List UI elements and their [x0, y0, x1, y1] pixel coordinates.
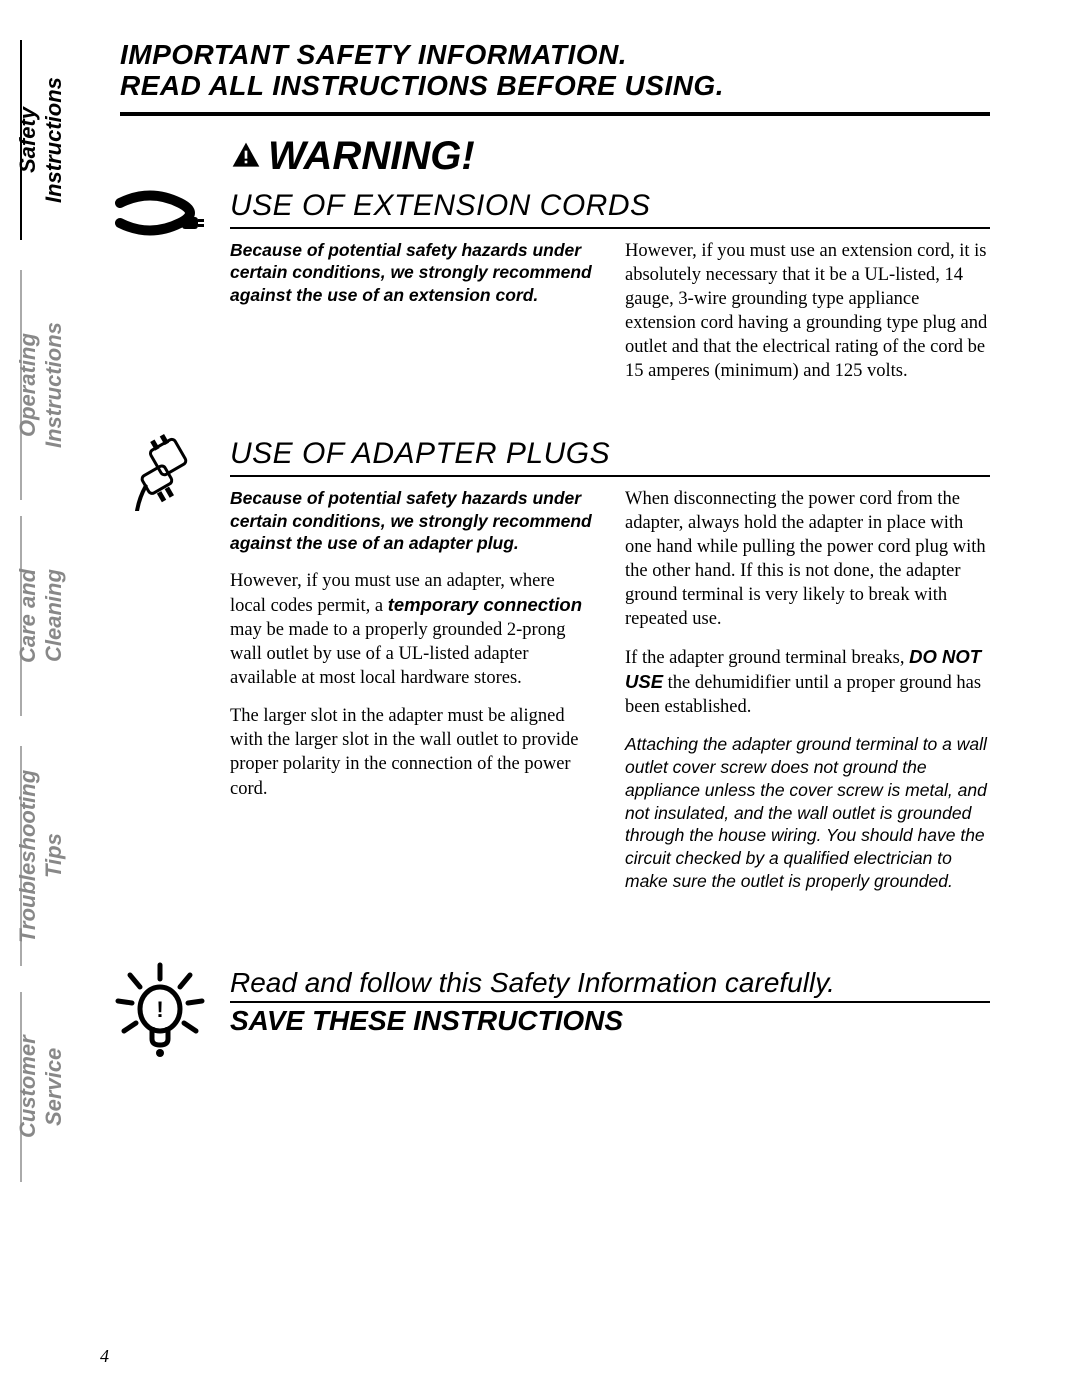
section-title: USE OF ADAPTER PLUGS [230, 437, 990, 477]
section-title: USE OF EXTENSION CORDS [230, 189, 990, 229]
footnote: Attaching the adapter ground terminal to… [625, 733, 990, 892]
page-header: IMPORTANT SAFETY INFORMATION. READ ALL I… [120, 40, 990, 102]
tab-troubleshooting-tips[interactable]: Troubleshooting Tips [20, 746, 60, 966]
header-line-2: READ ALL INSTRUCTIONS BEFORE USING. [120, 71, 990, 102]
header-rule [120, 112, 990, 116]
column-right: When disconnecting the power cord from t… [625, 487, 990, 907]
side-tabs: Safety Instructions Operating Instructio… [20, 40, 78, 1200]
header-line-1: IMPORTANT SAFETY INFORMATION. [120, 40, 990, 71]
tab-label: Safety Instructions [15, 48, 67, 232]
manual-page: Safety Instructions Operating Instructio… [0, 0, 1080, 1397]
tab-customer-service[interactable]: Customer Service [20, 992, 60, 1182]
plug-icon [110, 431, 210, 516]
intro-note: Because of potential safety hazards unde… [230, 239, 595, 307]
column-right: However, if you must use an extension co… [625, 239, 990, 397]
intro-note: Because of potential safety hazards unde… [230, 487, 595, 555]
lightbulb-icon: ! [110, 961, 210, 1066]
closing-line-1: Read and follow this Safety Information … [230, 967, 990, 1003]
body-paragraph: When disconnecting the power cord from t… [625, 487, 990, 631]
tab-label: Troubleshooting Tips [15, 754, 67, 958]
tab-safety-instructions[interactable]: Safety Instructions [20, 40, 60, 240]
column-left: Because of potential safety hazards unde… [230, 239, 595, 397]
column-left: Because of potential safety hazards unde… [230, 487, 595, 907]
body-paragraph: However, if you must use an adapter, whe… [230, 569, 595, 690]
tab-label: Care and Cleaning [15, 524, 67, 708]
warning-heading: WARNING! [230, 134, 990, 179]
svg-text:!: ! [156, 997, 163, 1022]
section-extension-cords: USE OF EXTENSION CORDS Because of potent… [120, 189, 990, 397]
tab-label: Customer Service [15, 1000, 67, 1174]
cord-icon [110, 183, 210, 258]
warning-label: WARNING! [268, 134, 475, 179]
page-content: IMPORTANT SAFETY INFORMATION. READ ALL I… [120, 40, 990, 1037]
page-number: 4 [100, 1346, 109, 1367]
tab-label: Operating Instructions [15, 278, 67, 492]
tab-care-and-cleaning[interactable]: Care and Cleaning [20, 516, 60, 716]
emphasis: temporary connection [388, 594, 582, 615]
tab-operating-instructions[interactable]: Operating Instructions [20, 270, 60, 500]
closing-line-2: SAVE THESE INSTRUCTIONS [230, 1005, 990, 1037]
alert-triangle-icon [230, 140, 262, 172]
body-paragraph: If the adapter ground terminal breaks, D… [625, 645, 990, 719]
section-closing: ! Read and follow this Safety Informatio… [120, 967, 990, 1037]
section-adapter-plugs: USE OF ADAPTER PLUGS Because of potentia… [120, 437, 990, 907]
body-paragraph: However, if you must use an extension co… [625, 239, 990, 383]
body-paragraph: The larger slot in the adapter must be a… [230, 704, 595, 800]
